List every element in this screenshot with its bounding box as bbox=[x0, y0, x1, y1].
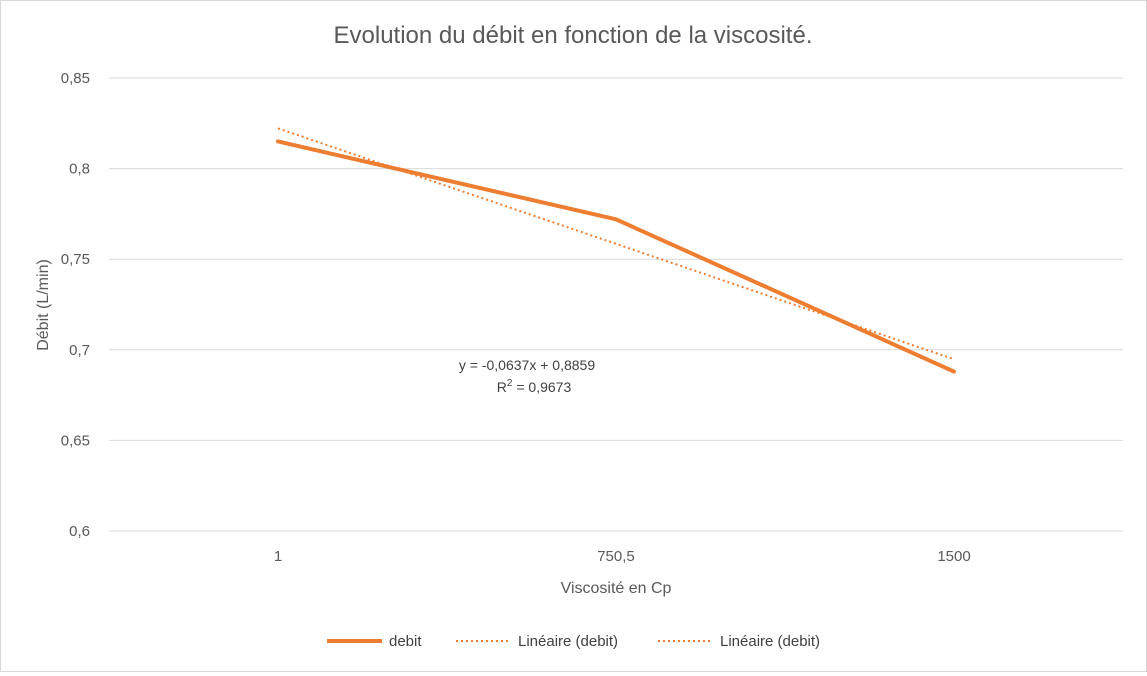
y-tick-label: 0,6 bbox=[69, 523, 90, 540]
legend-label: debit bbox=[389, 633, 422, 650]
legend-label: Linéaire (debit) bbox=[518, 633, 618, 650]
gridlines bbox=[109, 78, 1123, 531]
chart-title: Evolution du débit en fonction de la vis… bbox=[334, 22, 813, 49]
y-tick-label: 0,8 bbox=[69, 161, 90, 178]
trendline-equation: y = -0,0637x + 0,8859 bbox=[459, 357, 595, 373]
x-tick-labels: 1 750,5 1500 bbox=[274, 548, 971, 565]
x-tick-label: 1500 bbox=[937, 548, 970, 565]
x-tick-label: 1 bbox=[274, 548, 282, 565]
trendline-r2: R2 = 0,9673 bbox=[497, 378, 572, 395]
y-axis-label: Débit (L/min) bbox=[35, 259, 52, 351]
x-tick-label: 750,5 bbox=[597, 548, 635, 565]
series-layer bbox=[278, 128, 954, 371]
y-tick-label: 0,7 bbox=[69, 342, 90, 359]
y-tick-label: 0,65 bbox=[61, 432, 90, 449]
legend: debit Linéaire (debit) Linéaire (debit) bbox=[327, 633, 820, 650]
y-tick-label: 0,75 bbox=[61, 251, 90, 268]
y-tick-labels: 0,6 0,65 0,7 0,75 0,8 0,85 bbox=[61, 70, 90, 540]
series-line-debit bbox=[278, 141, 954, 371]
x-axis-label: Viscosité en Cp bbox=[561, 580, 672, 597]
legend-label: Linéaire (debit) bbox=[720, 633, 820, 650]
y-tick-label: 0,85 bbox=[61, 70, 90, 87]
